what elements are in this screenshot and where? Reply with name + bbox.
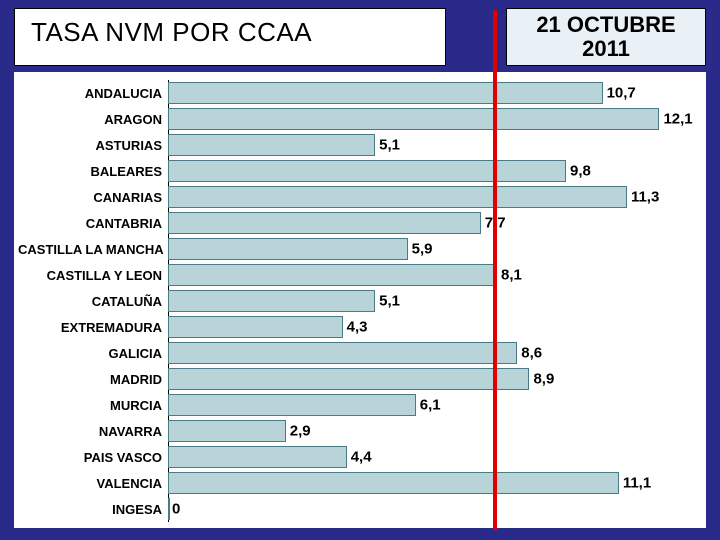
- category-label: MURCIA: [18, 398, 168, 413]
- bar-track: 0: [168, 496, 696, 522]
- chart-row: CATALUÑA 5,1: [18, 288, 696, 314]
- bar: [168, 108, 659, 130]
- bar-track: 5,1: [168, 288, 696, 314]
- value-label: 5,1: [379, 293, 400, 310]
- bar-track: 11,3: [168, 184, 696, 210]
- bar-track: 2,9: [168, 418, 696, 444]
- value-label: 11,1: [623, 475, 651, 492]
- bar: [168, 368, 529, 390]
- chart-area: ANDALUCIA 10,7 ARAGON 12,1 ASTURIAS 5,1 BALEAR…: [14, 72, 706, 528]
- chart-row: PAIS VASCO 4,4: [18, 444, 696, 470]
- category-label: ANDALUCIA: [18, 86, 168, 101]
- bar-track: 6,1: [168, 392, 696, 418]
- bar: [168, 316, 343, 338]
- value-label: 5,9: [412, 241, 433, 258]
- bar-track: 8,6: [168, 340, 696, 366]
- chart-row: CASTILLA LA MANCHA 5,9: [18, 236, 696, 262]
- chart-row: VALENCIA 11,1: [18, 470, 696, 496]
- chart-row: ARAGON 12,1: [18, 106, 696, 132]
- value-label: 8,9: [533, 371, 554, 388]
- bar: [168, 186, 627, 208]
- value-label: 4,4: [351, 449, 372, 466]
- chart-row: CASTILLA Y LEON 8,1: [18, 262, 696, 288]
- bar: [168, 420, 286, 442]
- bar: [168, 342, 517, 364]
- bar-track: 11,1: [168, 470, 696, 496]
- category-label: CANTABRIA: [18, 216, 168, 231]
- category-label: CASTILLA Y LEON: [18, 268, 168, 283]
- category-label: MADRID: [18, 372, 168, 387]
- bar: [168, 238, 408, 260]
- bar: [168, 134, 375, 156]
- slide-title: TASA NVM POR CCAA: [31, 17, 312, 47]
- chart-row: CANARIAS 11,3: [18, 184, 696, 210]
- value-label: 8,1: [501, 267, 522, 284]
- chart-row: MADRID 8,9: [18, 366, 696, 392]
- value-label: 11,3: [631, 189, 659, 206]
- title-box: TASA NVM POR CCAA: [14, 8, 446, 66]
- bar-track: 8,1: [168, 262, 696, 288]
- category-label: CATALUÑA: [18, 294, 168, 309]
- bar-track: 5,9: [168, 236, 696, 262]
- bar-track: 8,9: [168, 366, 696, 392]
- bar: [168, 264, 497, 286]
- category-label: ARAGON: [18, 112, 168, 127]
- chart-row: CANTABRIA7,7: [18, 210, 696, 236]
- chart-row: NAVARRA 2,9: [18, 418, 696, 444]
- bar-track: 12,1: [168, 106, 696, 132]
- bar-track: 4,3: [168, 314, 696, 340]
- slide: TASA NVM POR CCAA 21 OCTUBRE 2011 ANDALU…: [0, 0, 720, 540]
- category-label: GALICIA: [18, 346, 168, 361]
- chart-row: INGESA 0: [18, 496, 696, 522]
- category-label: BALEARES: [18, 164, 168, 179]
- bar: [168, 290, 375, 312]
- horizontal-bar-chart: ANDALUCIA 10,7 ARAGON 12,1 ASTURIAS 5,1 BALEAR…: [18, 80, 696, 522]
- chart-row: ANDALUCIA 10,7: [18, 80, 696, 106]
- category-label: EXTREMADURA: [18, 320, 168, 335]
- value-label: 9,8: [570, 163, 591, 180]
- category-label: VALENCIA: [18, 476, 168, 491]
- value-label: 0: [172, 501, 180, 518]
- bar: [168, 212, 481, 234]
- bar-track: 7,7: [168, 210, 696, 236]
- bar-track: 10,7: [168, 80, 696, 106]
- category-label: INGESA: [18, 502, 168, 517]
- date-line-1: 21 OCTUBRE: [517, 13, 695, 37]
- category-label: PAIS VASCO: [18, 450, 168, 465]
- value-label: 6,1: [420, 397, 441, 414]
- bar: [168, 160, 566, 182]
- category-label: CANARIAS: [18, 190, 168, 205]
- bar: [168, 472, 619, 494]
- chart-row: BALEARES 9,8: [18, 158, 696, 184]
- chart-row: GALICIA 8,6: [18, 340, 696, 366]
- bar: [168, 394, 416, 416]
- bar: [168, 446, 347, 468]
- value-label: 8,6: [521, 345, 542, 362]
- chart-row: EXTREMADURA 4,3: [18, 314, 696, 340]
- bar-track: 4,4: [168, 444, 696, 470]
- date-box: 21 OCTUBRE 2011: [506, 8, 706, 66]
- value-label: 4,3: [347, 319, 368, 336]
- bar-track: 9,8: [168, 158, 696, 184]
- bar: [168, 498, 170, 520]
- category-label: NAVARRA: [18, 424, 168, 439]
- reference-line: [493, 10, 497, 530]
- bar-track: 5,1: [168, 132, 696, 158]
- category-label: CASTILLA LA MANCHA: [18, 242, 168, 257]
- bar: [168, 82, 603, 104]
- date-line-2: 2011: [517, 37, 695, 61]
- chart-row: ASTURIAS 5,1: [18, 132, 696, 158]
- category-label: ASTURIAS: [18, 138, 168, 153]
- value-label: 5,1: [379, 137, 400, 154]
- value-label: 10,7: [607, 85, 636, 102]
- value-label: 2,9: [290, 423, 311, 440]
- chart-row: MURCIA 6,1: [18, 392, 696, 418]
- header-row: TASA NVM POR CCAA 21 OCTUBRE 2011: [0, 0, 720, 72]
- value-label: 12,1: [663, 111, 692, 128]
